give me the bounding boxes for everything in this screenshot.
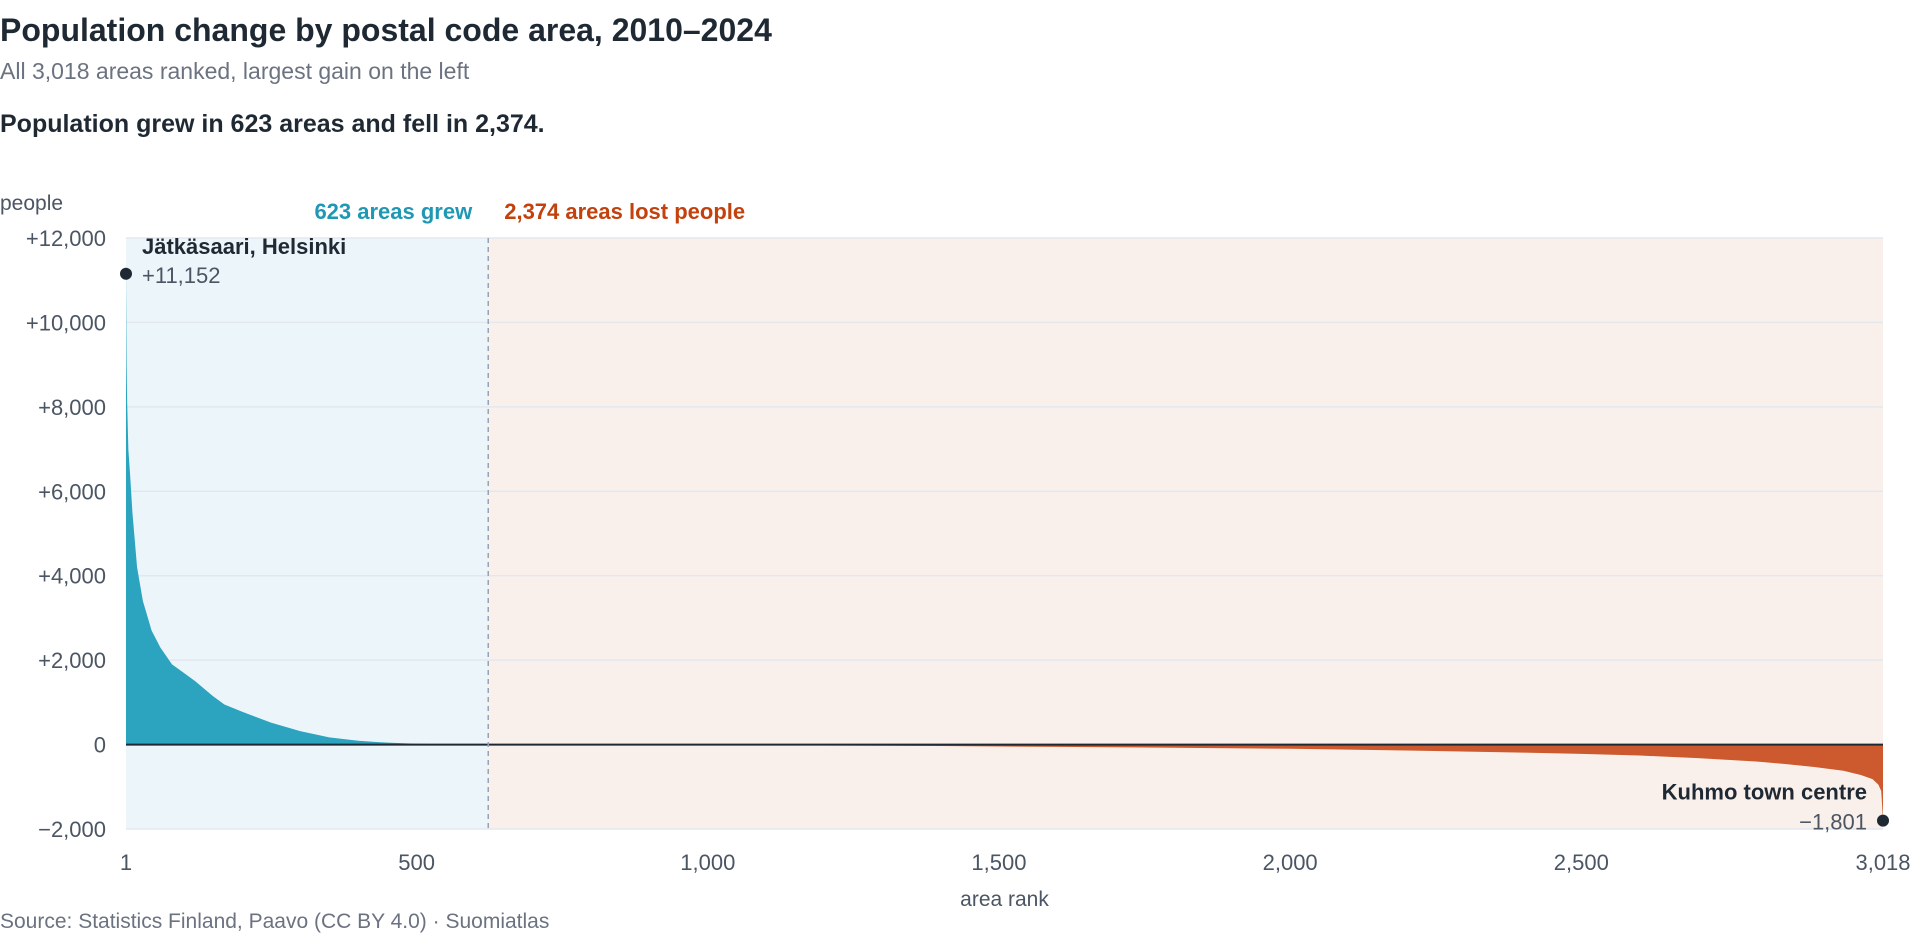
gridlines: [126, 237, 1883, 830]
y-tick-label: +4,000: [38, 564, 106, 589]
max-loss-marker: [1877, 814, 1889, 827]
chart-title: Population change by postal code area, 2…: [0, 12, 772, 48]
y-axis-ticks: +12,000 +10,000 +8,000 +6,000 +4,000 +2,000 0 −…: [26, 226, 106, 842]
y-axis-label: people: [0, 192, 63, 215]
max-loss-area-name: Kuhmo town centre: [1662, 780, 1867, 805]
x-tick-label: 500: [398, 850, 435, 875]
growth-region-label: 623 areas grew: [314, 199, 473, 224]
decline-area: [488, 744, 1883, 821]
y-tick-label: +10,000: [26, 310, 106, 335]
y-tick-label: −2,000: [38, 817, 106, 842]
decline-region-background: [488, 238, 1883, 829]
y-tick-label: +12,000: [26, 226, 106, 251]
decline-region-label: 2,374 areas lost people: [504, 199, 745, 224]
x-tick-label: 1,500: [971, 850, 1026, 875]
max-gain-marker: [120, 267, 132, 280]
x-tick-label: 3,018: [1855, 850, 1910, 875]
chart-headline: Population grew in 623 areas and fell in…: [0, 110, 545, 138]
max-loss-value: −1,801: [1799, 810, 1867, 835]
x-tick-label: 1,000: [680, 850, 735, 875]
x-tick-label: 2,500: [1554, 850, 1609, 875]
x-axis-ticks: 1 500 1,000 1,500 2,000 2,500 3,018: [120, 850, 1911, 875]
y-tick-label: +8,000: [38, 395, 106, 420]
growth-area: [126, 273, 489, 745]
x-tick-label: 1: [120, 850, 132, 875]
y-tick-label: 0: [94, 733, 106, 758]
chart-subtitle: All 3,018 areas ranked, largest gain on …: [0, 58, 470, 84]
x-axis-label: area rank: [960, 888, 1049, 911]
max-gain-area-name: Jätkäsaari, Helsinki: [142, 234, 346, 259]
source-note: Source: Statistics Finland, Paavo (CC BY…: [0, 910, 550, 933]
y-tick-label: +6,000: [38, 479, 106, 504]
y-tick-label: +2,000: [38, 648, 106, 673]
max-gain-value: +11,152: [142, 263, 221, 288]
x-tick-label: 2,000: [1263, 850, 1318, 875]
